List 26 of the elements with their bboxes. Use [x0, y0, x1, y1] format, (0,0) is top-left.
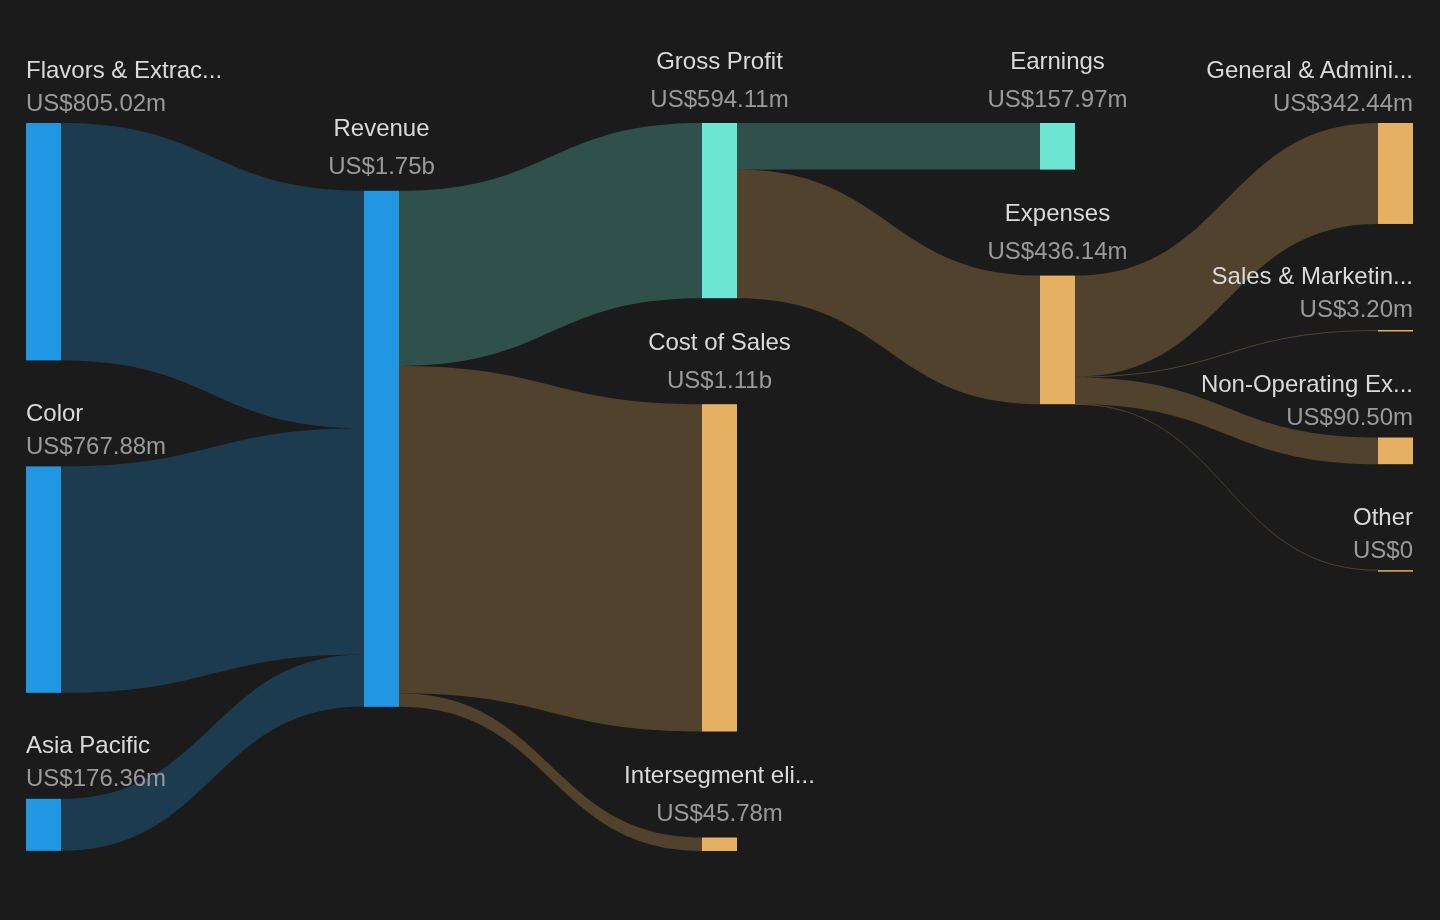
- data-label: US$176.36m: [26, 764, 167, 792]
- category-label: Non-Operating Ex...: [1200, 369, 1413, 397]
- data-label: US$805.02m: [26, 88, 167, 116]
- data-label: US$0: [1352, 535, 1413, 563]
- data-label: US$342.44m: [1272, 88, 1413, 116]
- category-label: Revenue: [333, 114, 430, 142]
- category-label: Cost of Sales: [648, 327, 791, 355]
- category-label: General & Admini...: [1206, 55, 1413, 83]
- category-label: Earnings: [1010, 46, 1105, 74]
- data-label: US$90.50m: [1286, 402, 1413, 430]
- data-label: US$3.20m: [1299, 295, 1413, 323]
- category-label: Asia Pacific: [26, 731, 151, 759]
- category-label: Other: [1352, 502, 1413, 530]
- data-label: US$436.14m: [987, 237, 1128, 265]
- category-label: Color: [26, 398, 84, 426]
- data-label: US$1.75b: [328, 152, 435, 180]
- category-label: Intersegment eli...: [624, 761, 815, 788]
- data-label: US$767.88m: [26, 431, 167, 459]
- data-label: US$157.97m: [987, 84, 1128, 112]
- category-label: Flavors & Extrac...: [26, 55, 223, 83]
- data-label: US$594.11m: [650, 84, 789, 112]
- category-label: Gross Profit: [656, 46, 784, 74]
- data-label: US$1.11b: [667, 365, 772, 393]
- category-label: Sales & Marketin...: [1211, 262, 1413, 290]
- data-label: US$45.78m: [656, 799, 783, 826]
- category-label: Expenses: [1004, 199, 1111, 227]
